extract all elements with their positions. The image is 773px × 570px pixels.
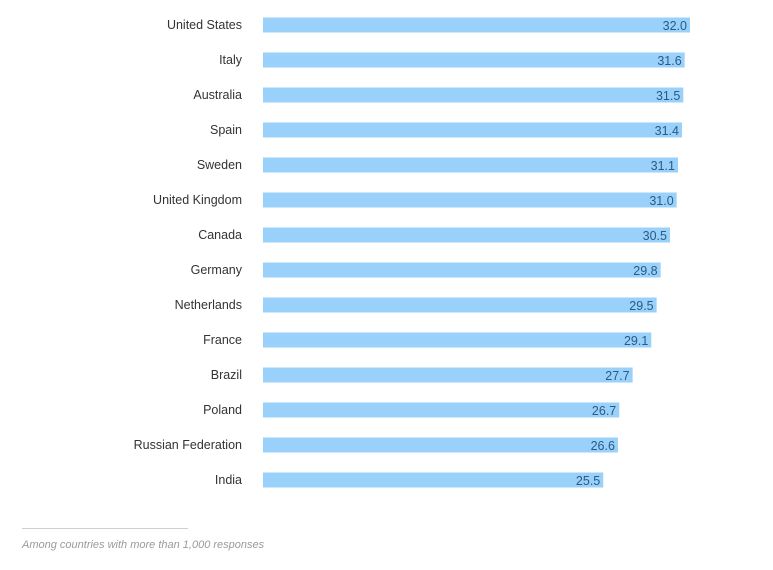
bar-row-france: France 29.1 — [203, 332, 652, 348]
category-label-united-kingdom: United Kingdom — [153, 193, 242, 207]
bar-france — [263, 332, 652, 348]
value-label-brazil: 27.7 — [605, 369, 629, 383]
value-label-spain: 31.4 — [655, 124, 679, 138]
bar-row-poland: Poland 26.7 — [203, 402, 620, 418]
category-label-poland: Poland — [203, 403, 242, 417]
bar-australia — [263, 87, 684, 103]
bar-row-united-states: United States 32.0 — [167, 17, 690, 33]
bar-row-canada: Canada 30.5 — [198, 227, 670, 243]
bar-row-india: India 25.5 — [215, 472, 604, 488]
value-label-netherlands: 29.5 — [629, 299, 653, 313]
bar-chart: United States 32.0 Italy 31.6 Australia 31.5 S… — [134, 17, 690, 488]
category-label-germany: Germany — [191, 263, 243, 277]
bar-netherlands — [263, 297, 657, 313]
category-label-brazil: Brazil — [211, 368, 242, 382]
bar-row-spain: Spain 31.4 — [210, 122, 682, 138]
value-label-germany: 29.8 — [633, 264, 657, 278]
bar-row-russian-federation: Russian Federation 26.6 — [134, 437, 618, 453]
value-label-australia: 31.5 — [656, 89, 680, 103]
value-label-france: 29.1 — [624, 334, 648, 348]
category-label-spain: Spain — [210, 123, 242, 137]
category-label-sweden: Sweden — [197, 158, 242, 172]
value-label-russian-federation: 26.6 — [591, 439, 615, 453]
bar-row-netherlands: Netherlands 29.5 — [175, 297, 657, 313]
value-label-poland: 26.7 — [592, 404, 616, 418]
bar-sweden — [263, 157, 678, 173]
value-label-sweden: 31.1 — [651, 159, 675, 173]
bar-row-united-kingdom: United Kingdom 31.0 — [153, 192, 677, 208]
bar-poland — [263, 402, 620, 418]
category-label-united-states: United States — [167, 18, 242, 32]
bar-united-states — [263, 17, 690, 33]
bar-brazil — [263, 367, 633, 383]
value-label-canada: 30.5 — [643, 229, 667, 243]
bar-india — [263, 472, 604, 488]
bar-russian-federation — [263, 437, 618, 453]
category-label-australia: Australia — [193, 88, 242, 102]
bar-italy — [263, 52, 685, 68]
bar-canada — [263, 227, 670, 243]
category-label-canada: Canada — [198, 228, 242, 242]
bar-row-sweden: Sweden 31.1 — [197, 157, 678, 173]
category-label-india: India — [215, 473, 242, 487]
bar-row-germany: Germany 29.8 — [191, 262, 661, 278]
value-label-india: 25.5 — [576, 474, 600, 488]
category-label-france: France — [203, 333, 242, 347]
footnote: Among countries with more than 1,000 res… — [22, 539, 265, 551]
value-label-italy: 31.6 — [657, 54, 681, 68]
bar-row-australia: Australia 31.5 — [193, 87, 684, 103]
value-label-united-states: 32.0 — [663, 19, 687, 33]
category-label-netherlands: Netherlands — [175, 298, 242, 312]
category-label-russian-federation: Russian Federation — [134, 438, 242, 452]
value-label-united-kingdom: 31.0 — [649, 194, 673, 208]
bar-spain — [263, 122, 682, 138]
footnote-divider — [22, 528, 188, 529]
bar-row-italy: Italy 31.6 — [219, 52, 685, 68]
category-label-italy: Italy — [219, 53, 243, 67]
bar-row-brazil: Brazil 27.7 — [211, 367, 633, 383]
bar-united-kingdom — [263, 192, 677, 208]
bar-germany — [263, 262, 661, 278]
